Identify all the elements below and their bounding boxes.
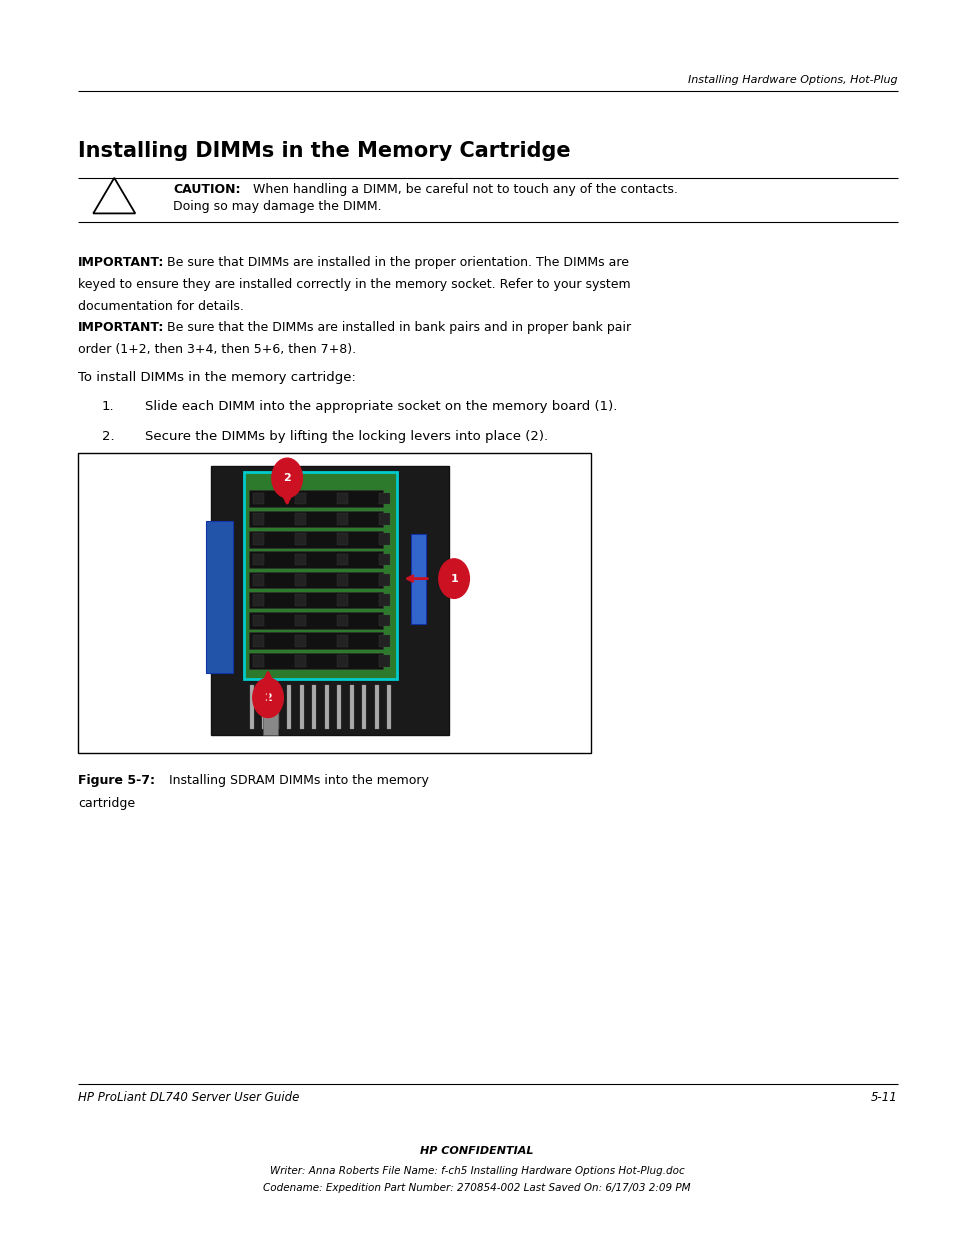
FancyBboxPatch shape <box>378 574 390 585</box>
Text: Installing DIMMs in the Memory Cartridge: Installing DIMMs in the Memory Cartridge <box>78 141 570 161</box>
FancyBboxPatch shape <box>253 493 264 504</box>
FancyBboxPatch shape <box>362 685 366 729</box>
Text: 1: 1 <box>450 573 457 584</box>
FancyBboxPatch shape <box>253 513 264 525</box>
Text: To install DIMMs in the memory cartridge:: To install DIMMs in the memory cartridge… <box>78 370 355 384</box>
FancyBboxPatch shape <box>336 574 348 585</box>
FancyBboxPatch shape <box>83 459 586 747</box>
FancyBboxPatch shape <box>249 632 382 650</box>
FancyBboxPatch shape <box>378 493 390 504</box>
Text: Figure 5-7:: Figure 5-7: <box>78 774 154 788</box>
FancyBboxPatch shape <box>299 685 303 729</box>
FancyBboxPatch shape <box>411 534 426 624</box>
Text: IMPORTANT:: IMPORTANT: <box>78 256 164 269</box>
FancyBboxPatch shape <box>294 594 306 606</box>
FancyBboxPatch shape <box>294 534 306 545</box>
FancyBboxPatch shape <box>249 572 382 588</box>
Text: Installing SDRAM DIMMs into the memory: Installing SDRAM DIMMs into the memory <box>169 774 428 788</box>
FancyBboxPatch shape <box>378 656 390 667</box>
FancyBboxPatch shape <box>253 534 264 545</box>
FancyBboxPatch shape <box>387 685 391 729</box>
Circle shape <box>253 678 283 718</box>
FancyBboxPatch shape <box>263 704 277 735</box>
FancyBboxPatch shape <box>375 685 378 729</box>
Text: When handling a DIMM, be careful not to touch any of the contacts.: When handling a DIMM, be careful not to … <box>245 183 678 196</box>
FancyBboxPatch shape <box>294 574 306 585</box>
FancyBboxPatch shape <box>378 635 390 647</box>
FancyBboxPatch shape <box>249 510 382 527</box>
Text: 2.: 2. <box>102 430 114 443</box>
Text: documentation for details.: documentation for details. <box>78 300 244 314</box>
FancyBboxPatch shape <box>294 656 306 667</box>
FancyBboxPatch shape <box>336 493 348 504</box>
FancyBboxPatch shape <box>249 531 382 547</box>
Text: cartridge: cartridge <box>78 797 135 810</box>
FancyBboxPatch shape <box>253 615 264 626</box>
Text: Be sure that the DIMMs are installed in bank pairs and in proper bank pair: Be sure that the DIMMs are installed in … <box>159 321 631 335</box>
FancyBboxPatch shape <box>249 653 382 669</box>
Text: IMPORTANT:: IMPORTANT: <box>78 321 164 335</box>
FancyBboxPatch shape <box>294 493 306 504</box>
FancyBboxPatch shape <box>294 635 306 647</box>
Text: HP ProLiant DL740 Server User Guide: HP ProLiant DL740 Server User Guide <box>78 1091 299 1104</box>
Text: Codename: Expedition Part Number: 270854-002 Last Saved On: 6/17/03 2:09 PM: Codename: Expedition Part Number: 270854… <box>263 1183 690 1193</box>
FancyBboxPatch shape <box>253 553 264 566</box>
FancyBboxPatch shape <box>378 553 390 566</box>
Text: Doing so may damage the DIMM.: Doing so may damage the DIMM. <box>173 200 381 214</box>
FancyBboxPatch shape <box>262 685 266 729</box>
FancyBboxPatch shape <box>336 656 348 667</box>
FancyBboxPatch shape <box>325 685 329 729</box>
Text: keyed to ensure they are installed correctly in the memory socket. Refer to your: keyed to ensure they are installed corre… <box>78 278 630 291</box>
FancyBboxPatch shape <box>294 615 306 626</box>
Text: HP CONFIDENTIAL: HP CONFIDENTIAL <box>420 1146 533 1156</box>
Text: Secure the DIMMs by lifting the locking levers into place (2).: Secure the DIMMs by lifting the locking … <box>145 430 547 443</box>
FancyBboxPatch shape <box>337 685 341 729</box>
FancyBboxPatch shape <box>336 615 348 626</box>
FancyBboxPatch shape <box>78 453 591 753</box>
FancyBboxPatch shape <box>294 513 306 525</box>
FancyBboxPatch shape <box>249 613 382 629</box>
FancyBboxPatch shape <box>312 685 315 729</box>
FancyBboxPatch shape <box>336 553 348 566</box>
FancyBboxPatch shape <box>250 685 253 729</box>
Text: Writer: Anna Roberts File Name: f-ch5 Installing Hardware Options Hot-Plug.doc: Writer: Anna Roberts File Name: f-ch5 In… <box>270 1166 683 1176</box>
FancyBboxPatch shape <box>336 594 348 606</box>
FancyBboxPatch shape <box>211 466 449 735</box>
Text: Slide each DIMM into the appropriate socket on the memory board (1).: Slide each DIMM into the appropriate soc… <box>145 400 617 414</box>
FancyBboxPatch shape <box>253 574 264 585</box>
FancyBboxPatch shape <box>244 472 396 679</box>
FancyBboxPatch shape <box>378 615 390 626</box>
FancyBboxPatch shape <box>336 534 348 545</box>
Text: CAUTION:: CAUTION: <box>173 183 241 196</box>
Text: order (1+2, then 3+4, then 5+6, then 7+8).: order (1+2, then 3+4, then 5+6, then 7+8… <box>78 343 355 357</box>
FancyBboxPatch shape <box>253 594 264 606</box>
FancyBboxPatch shape <box>253 635 264 647</box>
FancyBboxPatch shape <box>378 513 390 525</box>
FancyBboxPatch shape <box>287 685 291 729</box>
Circle shape <box>272 458 302 498</box>
FancyBboxPatch shape <box>274 685 278 729</box>
FancyBboxPatch shape <box>249 490 382 506</box>
Text: Be sure that DIMMs are installed in the proper orientation. The DIMMs are: Be sure that DIMMs are installed in the … <box>159 256 628 269</box>
FancyBboxPatch shape <box>336 635 348 647</box>
FancyBboxPatch shape <box>206 521 233 673</box>
Circle shape <box>438 558 469 598</box>
FancyBboxPatch shape <box>378 534 390 545</box>
Text: 5-11: 5-11 <box>870 1091 897 1104</box>
FancyBboxPatch shape <box>350 685 354 729</box>
Text: 2: 2 <box>283 473 291 483</box>
Text: 1.: 1. <box>102 400 114 414</box>
FancyBboxPatch shape <box>249 551 382 568</box>
FancyBboxPatch shape <box>378 594 390 606</box>
FancyBboxPatch shape <box>253 656 264 667</box>
Text: Installing Hardware Options, Hot-Plug: Installing Hardware Options, Hot-Plug <box>688 75 897 85</box>
FancyBboxPatch shape <box>249 592 382 609</box>
FancyBboxPatch shape <box>336 513 348 525</box>
FancyBboxPatch shape <box>294 553 306 566</box>
Text: 2: 2 <box>264 693 272 703</box>
